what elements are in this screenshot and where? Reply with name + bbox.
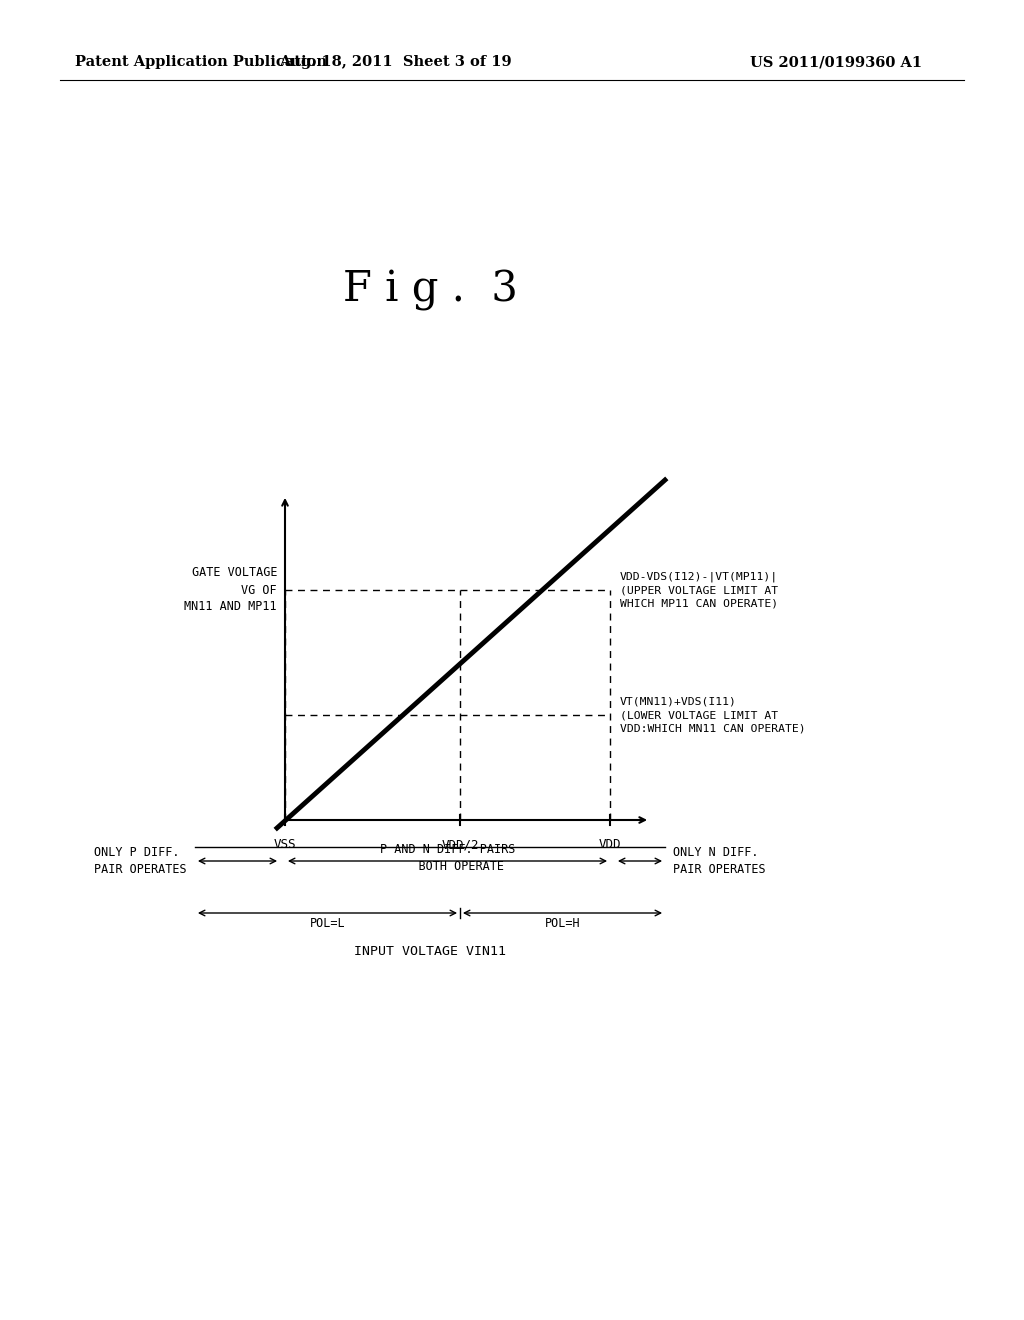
Text: VDD: VDD — [599, 838, 622, 851]
Text: Patent Application Publication: Patent Application Publication — [75, 55, 327, 69]
Text: VDD-VDS(I12)-|VT(MP11)|
(UPPER VOLTAGE LIMIT AT
WHICH MP11 CAN OPERATE): VDD-VDS(I12)-|VT(MP11)| (UPPER VOLTAGE L… — [620, 572, 778, 609]
Text: POL=L: POL=L — [309, 917, 345, 931]
Text: POL=H: POL=H — [545, 917, 581, 931]
Text: GATE VOLTAGE
        VG OF
MN11 AND MP11: GATE VOLTAGE VG OF MN11 AND MP11 — [184, 566, 278, 614]
Text: F i g .  3: F i g . 3 — [343, 269, 517, 312]
Text: VSS: VSS — [273, 838, 296, 851]
Text: ONLY P DIFF.
PAIR OPERATES: ONLY P DIFF. PAIR OPERATES — [94, 846, 187, 876]
Text: P AND N DIFF. PAIRS
    BOTH OPERATE: P AND N DIFF. PAIRS BOTH OPERATE — [380, 843, 515, 873]
Text: VDD/2: VDD/2 — [441, 838, 479, 851]
Text: VT(MN11)+VDS(I11)
(LOWER VOLTAGE LIMIT AT
VDD:WHICH MN11 CAN OPERATE): VT(MN11)+VDS(I11) (LOWER VOLTAGE LIMIT A… — [620, 697, 806, 733]
Text: ONLY N DIFF.
PAIR OPERATES: ONLY N DIFF. PAIR OPERATES — [673, 846, 766, 876]
Text: US 2011/0199360 A1: US 2011/0199360 A1 — [750, 55, 923, 69]
Text: Aug. 18, 2011  Sheet 3 of 19: Aug. 18, 2011 Sheet 3 of 19 — [279, 55, 511, 69]
Text: INPUT VOLTAGE VIN11: INPUT VOLTAGE VIN11 — [354, 945, 506, 958]
